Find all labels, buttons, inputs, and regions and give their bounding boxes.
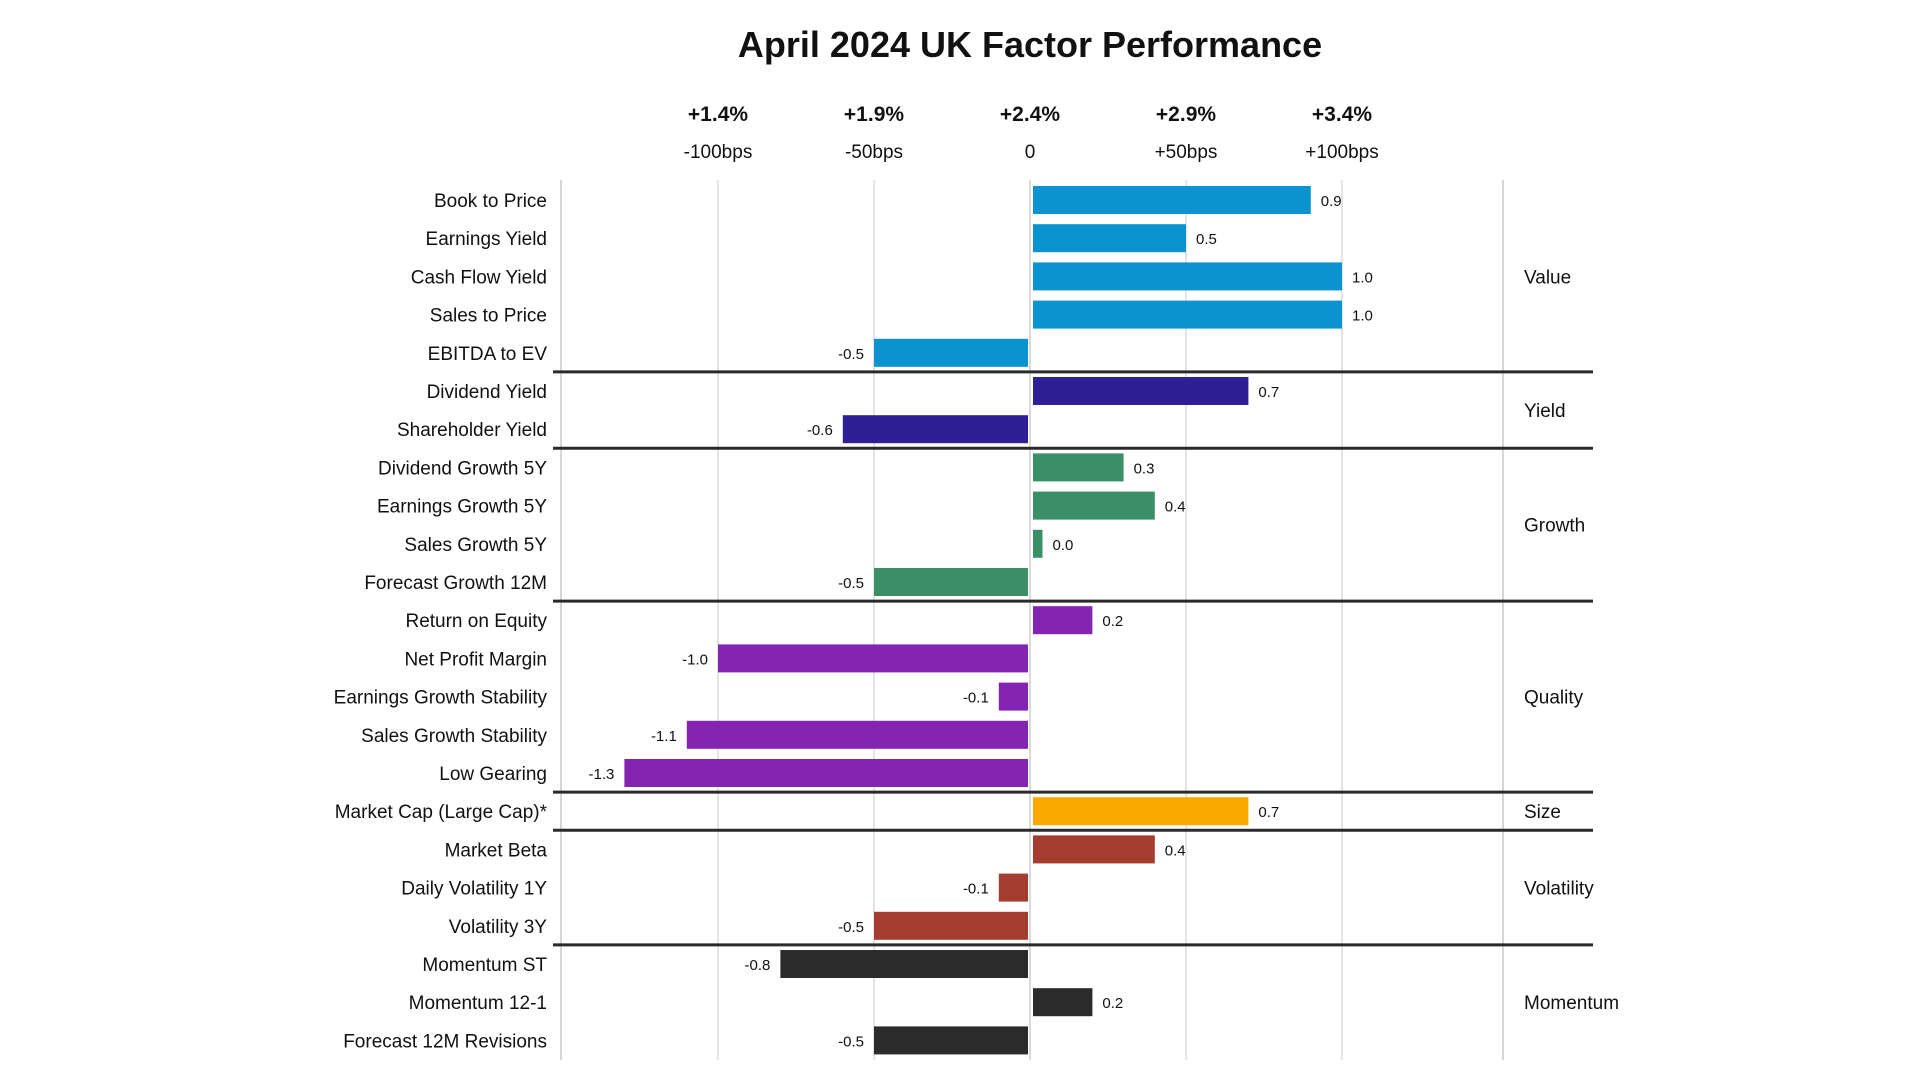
category-label: Dividend Yield bbox=[427, 382, 547, 403]
data-label: -1.3 bbox=[589, 766, 615, 783]
category-label: Sales Growth Stability bbox=[361, 726, 547, 747]
bar bbox=[874, 338, 1028, 367]
data-label: 0.7 bbox=[1258, 804, 1279, 821]
bar bbox=[780, 950, 1028, 978]
axis-header-return: +3.4% bbox=[1312, 103, 1372, 126]
data-label: -0.5 bbox=[838, 919, 864, 936]
axis-header-return: +2.9% bbox=[1156, 103, 1216, 126]
axis-header-return: +1.4% bbox=[688, 103, 748, 126]
axis-header-return: +1.9% bbox=[844, 103, 904, 126]
group-label: Growth bbox=[1524, 516, 1585, 537]
category-label: Forecast Growth 12M bbox=[364, 573, 547, 594]
data-label: 0.2 bbox=[1102, 613, 1123, 630]
data-label: -0.6 bbox=[807, 422, 833, 439]
data-label: 0.9 bbox=[1321, 193, 1342, 210]
category-label: Low Gearing bbox=[439, 764, 547, 785]
bar bbox=[998, 873, 1028, 902]
bar bbox=[1033, 186, 1311, 214]
axis-header-bps: +50bps bbox=[1155, 142, 1218, 163]
group-label: Volatility bbox=[1524, 879, 1594, 900]
bar bbox=[1033, 835, 1155, 864]
category-label: Daily Volatility 1Y bbox=[401, 879, 547, 900]
bar bbox=[718, 644, 1028, 673]
category-label: Return on Equity bbox=[405, 611, 547, 632]
data-label: 1.0 bbox=[1352, 308, 1373, 325]
bar bbox=[1033, 453, 1124, 482]
bar bbox=[624, 759, 1028, 787]
data-label: 0.7 bbox=[1258, 384, 1279, 401]
data-label: 0.4 bbox=[1165, 499, 1186, 516]
data-label: 0.0 bbox=[1052, 537, 1073, 554]
data-label: -0.5 bbox=[838, 575, 864, 592]
category-label: Book to Price bbox=[434, 191, 547, 212]
category-label: Forecast 12M Revisions bbox=[343, 1031, 547, 1052]
data-label: -1.0 bbox=[682, 651, 708, 668]
category-label: Momentum ST bbox=[422, 955, 547, 976]
bar bbox=[1033, 606, 1093, 635]
bar bbox=[1033, 300, 1342, 329]
bar bbox=[686, 720, 1028, 749]
category-label: Market Cap (Large Cap)* bbox=[335, 802, 548, 823]
bar bbox=[874, 911, 1028, 940]
category-label: Sales Growth 5Y bbox=[404, 535, 547, 556]
axis-header-bps: -50bps bbox=[845, 142, 903, 163]
category-label: Shareholder Yield bbox=[397, 420, 547, 441]
group-label: Size bbox=[1524, 802, 1561, 823]
category-label: Market Beta bbox=[445, 840, 548, 861]
category-label: Dividend Growth 5Y bbox=[378, 458, 547, 479]
data-label: 0.4 bbox=[1165, 842, 1186, 859]
bar bbox=[874, 1026, 1028, 1055]
category-label: Earnings Yield bbox=[426, 229, 547, 250]
bar bbox=[998, 682, 1028, 711]
data-label: -0.1 bbox=[963, 881, 989, 898]
bar bbox=[874, 568, 1028, 596]
data-label: -0.8 bbox=[745, 957, 771, 974]
data-label: -0.1 bbox=[963, 690, 989, 707]
bar bbox=[842, 415, 1028, 444]
category-label: Sales to Price bbox=[430, 306, 547, 327]
category-label: Cash Flow Yield bbox=[411, 267, 547, 288]
category-label: Net Profit Margin bbox=[404, 649, 547, 670]
data-label: 0.3 bbox=[1134, 460, 1155, 477]
group-label: Quality bbox=[1524, 688, 1584, 709]
axis-header-bps: 0 bbox=[1025, 142, 1036, 163]
bar bbox=[1033, 529, 1043, 558]
bar bbox=[1033, 797, 1249, 826]
category-label: EBITDA to EV bbox=[428, 344, 548, 365]
bar bbox=[1033, 224, 1186, 253]
category-label: Momentum 12-1 bbox=[409, 993, 547, 1014]
bar bbox=[1033, 491, 1155, 520]
data-label: 0.2 bbox=[1102, 995, 1123, 1012]
group-label: Yield bbox=[1524, 401, 1566, 422]
axis-headers: +1.4% -100bps +1.9% -50bps +2.4% 0 +2.9% +50bps… bbox=[684, 103, 1379, 163]
group-separators bbox=[553, 370, 1593, 947]
data-label: 0.5 bbox=[1196, 231, 1217, 248]
axis-header-bps: +100bps bbox=[1305, 142, 1378, 163]
category-label: Volatility 3Y bbox=[449, 917, 548, 938]
data-label: -1.1 bbox=[651, 728, 677, 745]
data-label: -0.5 bbox=[838, 1033, 864, 1050]
bar bbox=[1033, 377, 1249, 405]
category-label: Earnings Growth Stability bbox=[334, 688, 548, 709]
bar bbox=[1033, 988, 1093, 1017]
axis-header-return: +2.4% bbox=[1000, 103, 1060, 126]
labels-layer: Book to Price 0.9 Earnings Yield 0.5 Cash Fl… bbox=[334, 191, 1619, 1052]
group-label: Value bbox=[1524, 267, 1571, 288]
axis-header-bps: -100bps bbox=[684, 142, 753, 163]
data-label: 1.0 bbox=[1352, 269, 1373, 286]
category-label: Earnings Growth 5Y bbox=[377, 497, 547, 518]
group-label: Momentum bbox=[1524, 993, 1619, 1014]
chart-title: April 2024 UK Factor Performance bbox=[738, 24, 1322, 65]
data-label: -0.5 bbox=[838, 346, 864, 363]
bars-layer bbox=[624, 186, 1342, 1055]
bar bbox=[1033, 262, 1342, 291]
